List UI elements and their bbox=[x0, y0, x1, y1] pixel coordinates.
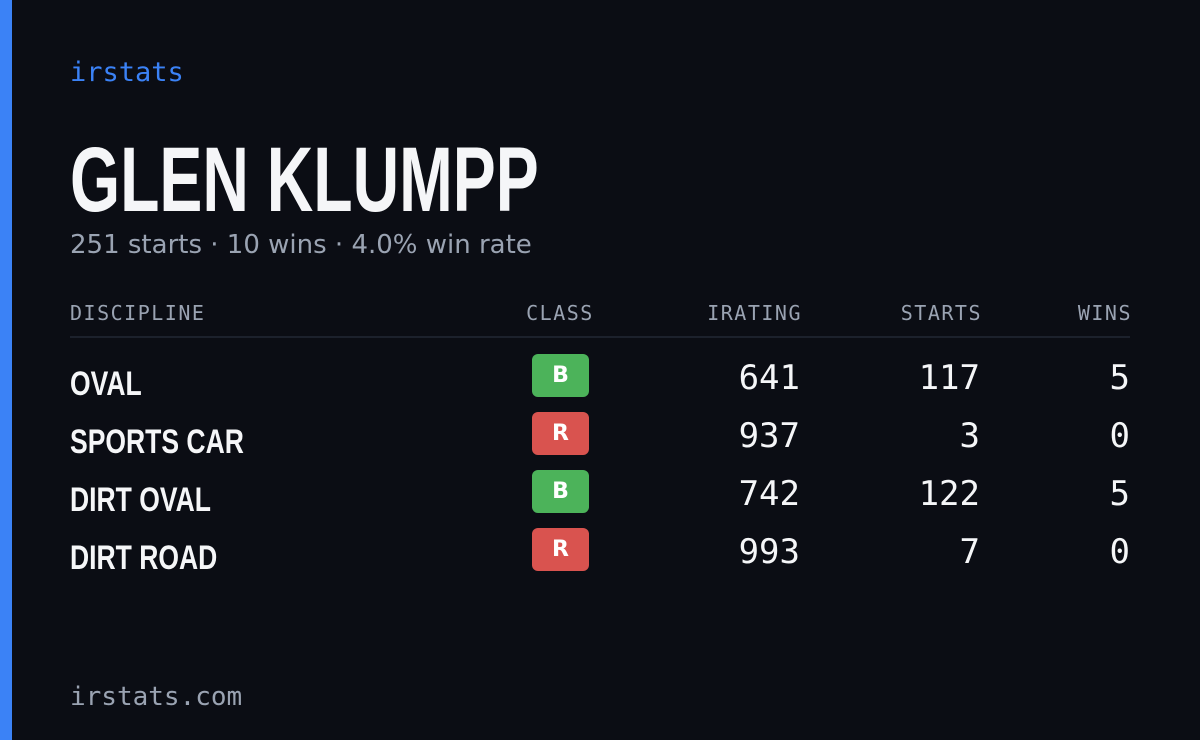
column-header: WINS bbox=[1077, 301, 1132, 325]
footer: irstats.com bbox=[70, 682, 243, 712]
starts: 7 bbox=[959, 532, 980, 572]
driver-summary: 251 starts · 10 wins · 4.0% win rate bbox=[70, 230, 532, 260]
column-header: IRATING bbox=[707, 301, 802, 325]
starts: 3 bbox=[959, 416, 980, 456]
discipline: OVAL bbox=[70, 365, 142, 403]
class-badge: R bbox=[532, 528, 589, 571]
discipline: SPORTS CAR bbox=[70, 423, 244, 461]
discipline: DIRT OVAL bbox=[70, 481, 211, 519]
irating: 742 bbox=[738, 474, 800, 514]
brand: irstats bbox=[70, 57, 184, 88]
starts: 117 bbox=[918, 358, 980, 398]
irating: 993 bbox=[738, 532, 800, 572]
class-badge: R bbox=[532, 412, 589, 455]
column-header: CLASS bbox=[526, 301, 594, 325]
wins: 0 bbox=[1109, 416, 1130, 456]
class-badge: B bbox=[532, 354, 589, 397]
header-rule bbox=[70, 336, 1130, 338]
driver-name: GLEN KLUMPP bbox=[70, 129, 539, 231]
wins: 5 bbox=[1109, 474, 1130, 514]
column-header: STARTS bbox=[900, 301, 982, 325]
wins: 5 bbox=[1109, 358, 1130, 398]
column-header: DISCIPLINE bbox=[70, 301, 206, 325]
wins: 0 bbox=[1109, 532, 1130, 572]
irating: 641 bbox=[738, 358, 800, 398]
irating: 937 bbox=[738, 416, 800, 456]
accent-bar bbox=[0, 0, 12, 740]
discipline: DIRT ROAD bbox=[70, 539, 218, 577]
class-badge: B bbox=[532, 470, 589, 513]
starts: 122 bbox=[918, 474, 980, 514]
